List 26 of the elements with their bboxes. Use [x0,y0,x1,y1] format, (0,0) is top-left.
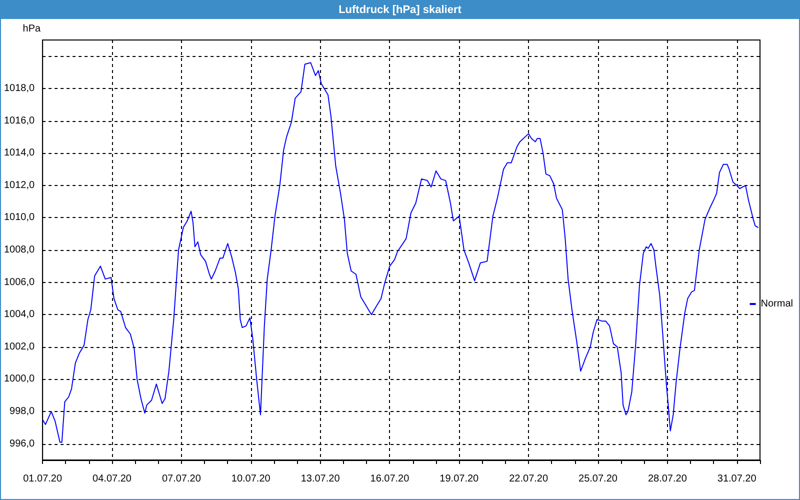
x-tick-label: 22.07.20 [509,474,548,484]
x-tick-label: 25.07.20 [578,474,618,484]
y-axis-title: hPa [22,24,42,34]
x-tick-label: 19.07.20 [440,474,480,484]
y-tick-label: 998,0 [10,406,36,418]
x-tick-label: 31.07.20 [717,474,757,484]
y-tick-label: 1018,0 [4,82,36,94]
x-tick-label: 16.07.20 [370,474,410,484]
y-tick-label: 1004,0 [4,309,36,320]
y-tick-label: 1002,0 [4,341,36,352]
y-tick-label: 1008,0 [4,244,36,256]
y-tick-label: 1016,0 [4,115,36,126]
y-tick-label: 1012,0 [4,180,36,191]
y-tick-label: 1010,0 [4,212,36,224]
chart-title: Luftdruck [hPa] skaliert [1,1,799,19]
y-tick-label: 996,0 [10,438,36,450]
y-tick-label: 1014,0 [4,148,36,159]
x-tick-label: 13.07.20 [300,474,340,484]
x-tick-label: 07.07.20 [162,474,202,484]
x-tick-label: 10.07.20 [231,474,271,484]
y-tick-label: 1000,0 [4,374,36,385]
x-tick-label: 01.07.20 [23,474,62,484]
y-tick-label: 1006,0 [4,276,36,288]
x-tick-label: 04.07.20 [92,474,132,484]
legend-label: Normal [760,298,794,310]
x-tick-label: 28.07.20 [648,474,688,484]
